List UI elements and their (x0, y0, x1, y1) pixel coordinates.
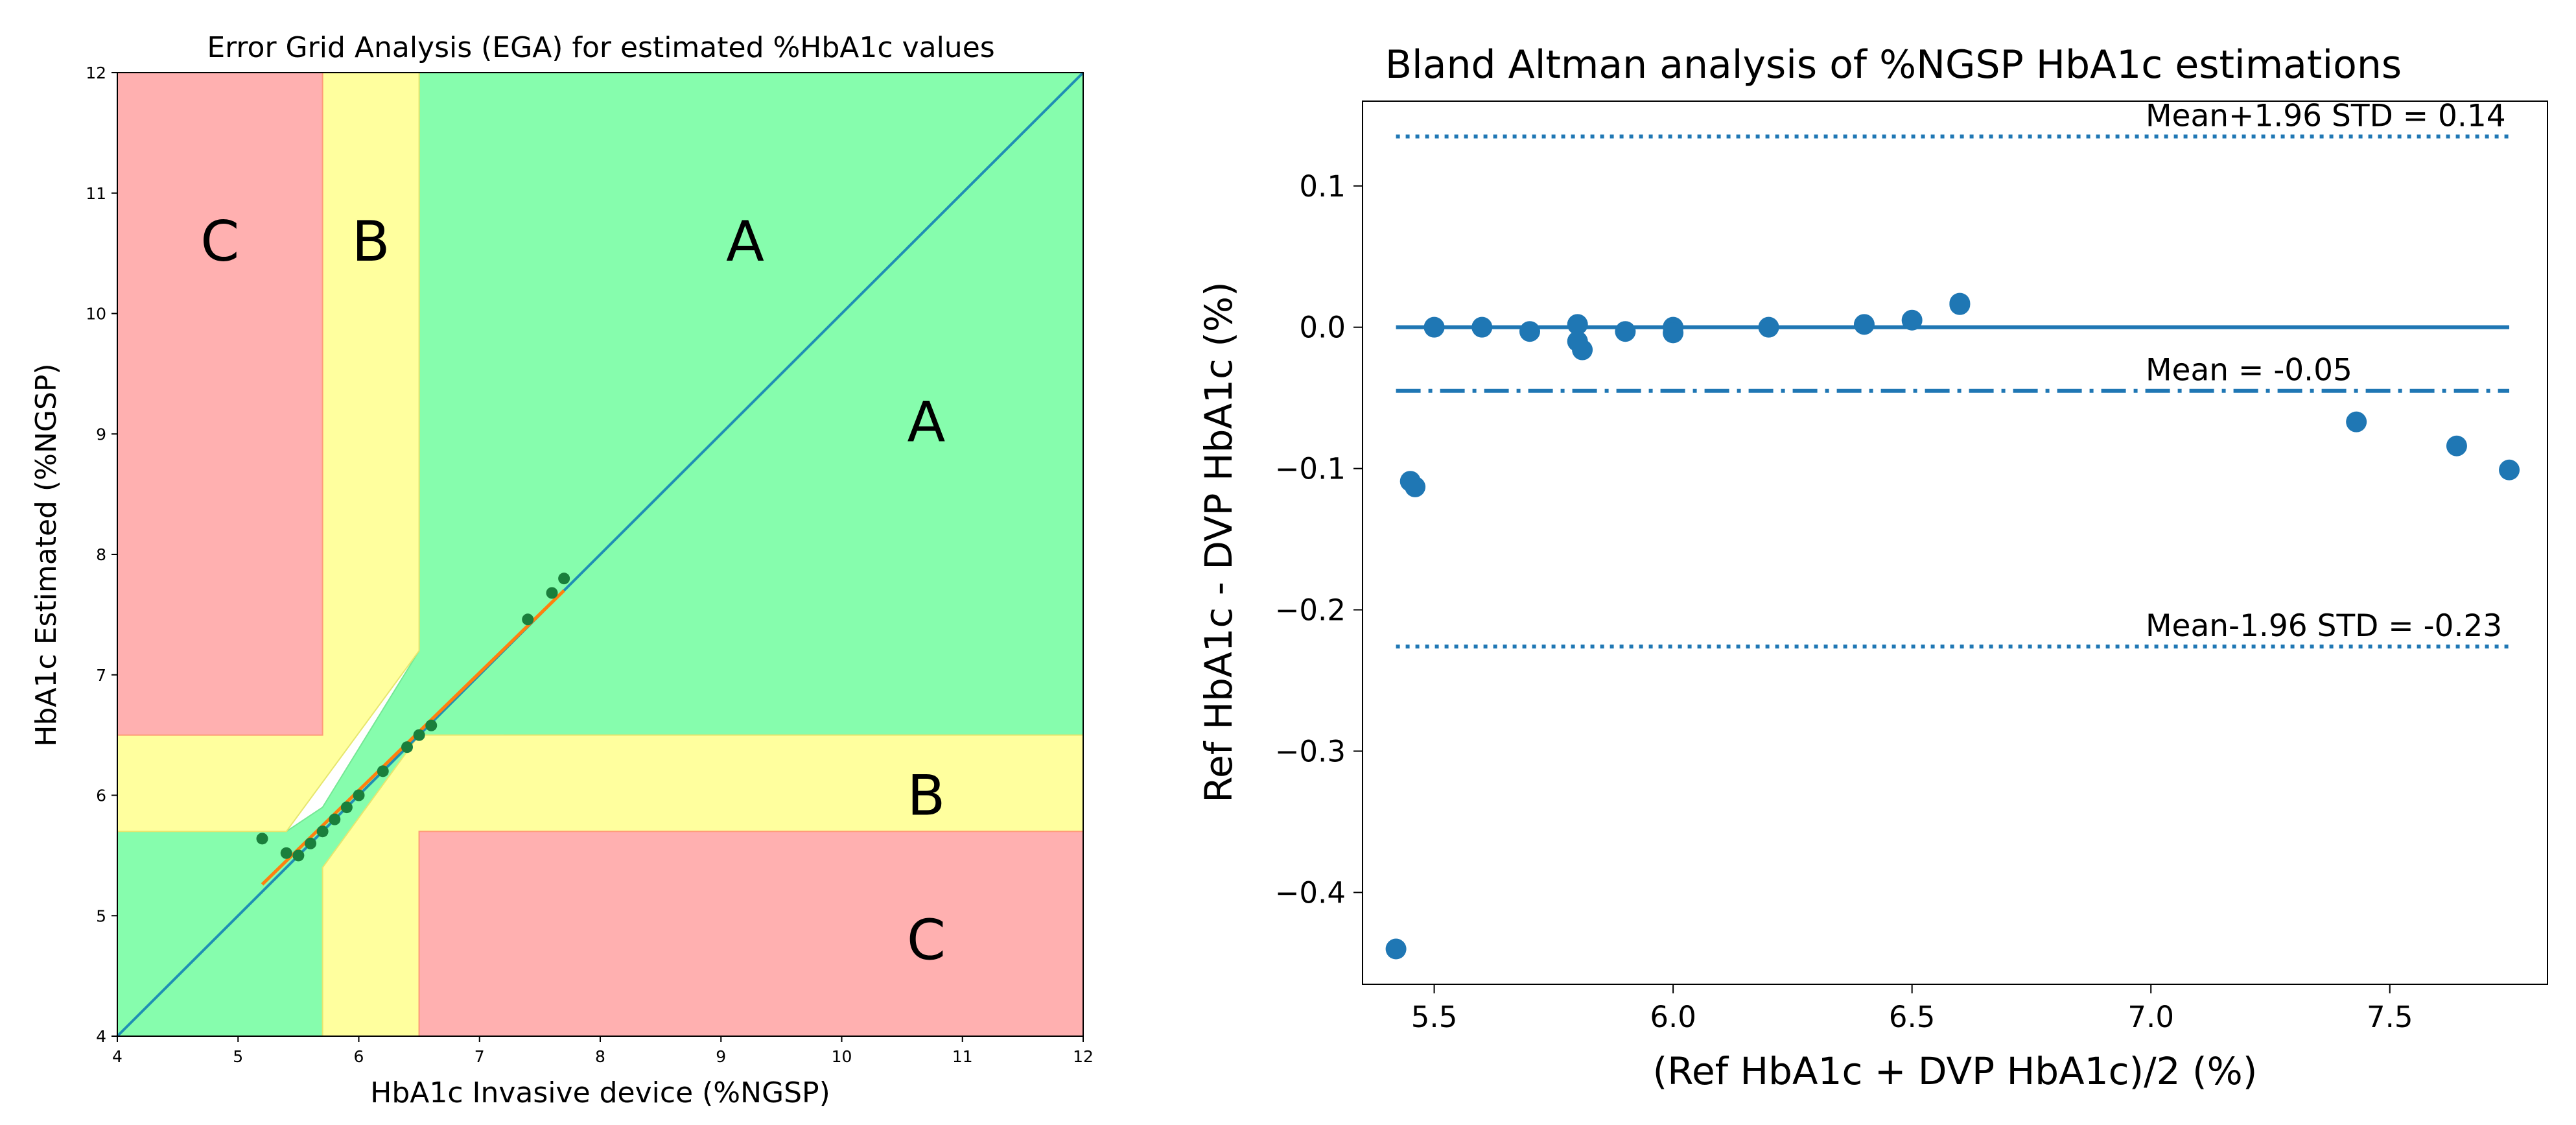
ba-point (2346, 411, 2367, 432)
ega-y-axis-ticks: 4 5 6 7 8 9 10 11 12 (86, 64, 117, 1046)
ega-point (280, 847, 292, 859)
ba-point (1853, 314, 1875, 335)
ega-x-tick-label: 4 (112, 1047, 123, 1066)
ega-zone-labels: A A B B C C (200, 209, 946, 973)
zone-label-c: C (907, 908, 946, 973)
ega-y-tick-label: 11 (86, 184, 106, 203)
ega-x-axis-label: HbA1c Invasive device (%NGSP) (370, 1076, 830, 1109)
ba-y-axis-label: Ref HbA1c - DVP HbA1c (%) (1197, 281, 1241, 802)
ega-point (401, 741, 413, 753)
ba-y-axis-ticks: 0.1 0.0 −0.1 −0.2 −0.3 −0.4 (1275, 169, 1363, 910)
ega-y-tick-label: 12 (86, 64, 106, 82)
ba-point (2499, 459, 2520, 480)
ega-point (413, 729, 425, 741)
ega-y-tick-label: 5 (96, 906, 106, 925)
ega-point (377, 765, 389, 777)
ega-chart: Error Grid Analysis (EGA) for estimated … (30, 31, 1094, 1109)
ega-x-tick-label: 5 (233, 1047, 243, 1066)
ba-x-axis-label: (Ref HbA1c + DVP HbA1c)/2 (%) (1653, 1049, 2258, 1093)
ega-x-tick-label: 7 (474, 1047, 485, 1066)
zone-label-a: A (907, 390, 945, 455)
ba-point (2446, 435, 2467, 456)
ba-upper-label: Mean+1.96 STD = 0.14 (2146, 98, 2506, 134)
ba-title: Bland Altman analysis of %NGSP HbA1c est… (1385, 42, 2402, 88)
ba-x-tick-label: 7.0 (2127, 1000, 2174, 1034)
ba-y-tick-label: −0.3 (1275, 734, 1346, 768)
ega-x-axis-ticks: 4 5 6 7 8 9 10 11 12 (112, 1036, 1094, 1066)
ega-point (546, 587, 558, 599)
ba-y-tick-label: 0.0 (1299, 311, 1346, 345)
ba-point (1471, 316, 1493, 338)
ega-x-tick-label: 11 (952, 1047, 973, 1066)
ba-y-tick-label: 0.1 (1299, 169, 1346, 204)
ega-point (329, 813, 341, 825)
zone-c-2 (418, 831, 1084, 1037)
ega-point (340, 801, 353, 814)
ba-y-tick-label: −0.4 (1275, 875, 1346, 910)
ba-x-tick-label: 5.5 (1411, 1000, 1458, 1034)
ega-point (425, 719, 438, 731)
bland-altman-chart: Bland Altman analysis of %NGSP HbA1c est… (1197, 42, 2548, 1093)
ba-plot-frame (1362, 101, 2548, 985)
ega-point (353, 789, 365, 801)
zone-label-b: B (352, 209, 390, 274)
ega-series (116, 71, 1084, 1037)
ba-point (1567, 314, 1588, 335)
fit-line (261, 589, 565, 886)
zone-label-a: A (726, 209, 764, 274)
ba-x-tick-label: 6.0 (1650, 1000, 1696, 1034)
ega-point (292, 849, 305, 862)
ega-y-tick-label: 10 (86, 305, 106, 324)
ega-x-tick-label: 9 (716, 1047, 726, 1066)
ega-x-tick-label: 12 (1073, 1047, 1094, 1066)
ega-x-tick-label: 6 (354, 1047, 364, 1066)
ega-x-tick-label: 8 (595, 1047, 605, 1066)
ega-point (558, 573, 570, 585)
ega-point (305, 837, 316, 849)
ba-point (1949, 292, 1971, 314)
zone-c-1 (117, 72, 323, 736)
ba-x-tick-label: 6.5 (1889, 1000, 1936, 1034)
ba-point (1405, 476, 1426, 497)
ba-x-tick-label: 7.5 (2367, 1000, 2413, 1034)
identity-line (116, 71, 1084, 1037)
ba-line-labels: Mean = -0.05 Mean+1.96 STD = 0.14 Mean-1.9… (2146, 98, 2506, 644)
zone-label-b: B (907, 764, 945, 829)
ega-y-tick-label: 8 (96, 545, 106, 564)
ega-y-tick-label: 6 (96, 787, 106, 805)
ega-y-tick-label: 9 (96, 425, 106, 444)
ba-x-axis-ticks: 5.5 6.0 6.5 7.0 7.5 (1411, 984, 2413, 1034)
ba-point (1663, 322, 1684, 344)
ba-points (1385, 292, 2520, 960)
ega-y-tick-label: 7 (96, 666, 106, 685)
ba-lower-label: Mean-1.96 STD = -0.23 (2146, 608, 2502, 644)
ega-point (316, 825, 329, 838)
ba-mean-label: Mean = -0.05 (2146, 353, 2352, 388)
ba-y-tick-label: −0.1 (1275, 452, 1346, 486)
ba-y-tick-label: −0.2 (1275, 593, 1346, 628)
ba-point (1423, 316, 1445, 338)
ba-point (1519, 321, 1540, 342)
ba-point (1901, 309, 1923, 331)
ega-point (256, 833, 268, 845)
zone-label-c: C (200, 209, 239, 274)
ega-point (522, 613, 534, 626)
ba-point (1615, 321, 1636, 342)
ba-point (1572, 339, 1593, 361)
ega-y-axis-label: HbA1c Estimated (%NGSP) (30, 363, 63, 746)
ba-point (1758, 316, 1779, 338)
ega-y-tick-label: 4 (96, 1027, 106, 1046)
ega-x-tick-label: 10 (832, 1047, 852, 1066)
ba-point (1385, 938, 1407, 960)
ega-title: Error Grid Analysis (EGA) for estimated … (207, 31, 994, 64)
